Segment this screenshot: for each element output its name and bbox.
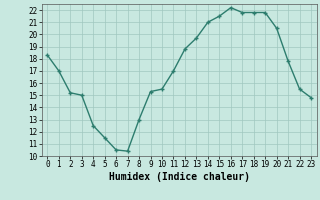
- X-axis label: Humidex (Indice chaleur): Humidex (Indice chaleur): [109, 172, 250, 182]
